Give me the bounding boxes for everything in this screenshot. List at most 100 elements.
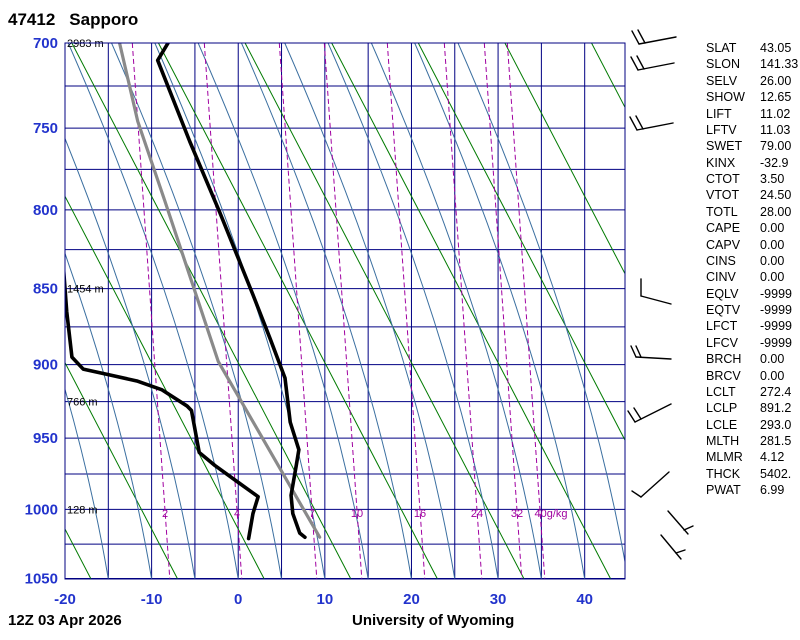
index-row: LFCV -9999 bbox=[706, 335, 798, 351]
wind-barbs bbox=[627, 29, 694, 560]
index-name: CAPV bbox=[706, 237, 741, 252]
dewpoint-trace bbox=[65, 264, 260, 541]
svg-text:7: 7 bbox=[309, 508, 315, 520]
index-value: 0.00 bbox=[760, 253, 785, 268]
index-value: -32.9 bbox=[760, 155, 789, 170]
index-name: KINX bbox=[706, 155, 736, 170]
index-name: LIFT bbox=[706, 106, 732, 121]
index-row: LFCT -9999 bbox=[706, 318, 798, 334]
index-value: 43.05 bbox=[760, 41, 792, 55]
station-id: 47412 bbox=[8, 10, 56, 29]
svg-text:900: 900 bbox=[33, 357, 58, 374]
index-row: LCLP 891.2 bbox=[706, 400, 798, 416]
svg-text:1454 m: 1454 m bbox=[67, 284, 104, 296]
page-title: 47412 Sapporo bbox=[8, 10, 138, 30]
svg-text:700: 700 bbox=[33, 35, 58, 52]
pressure-temperature-grid bbox=[64, 42, 625, 579]
index-name: LCLE bbox=[706, 417, 738, 432]
index-row: LCLT 272.4 bbox=[706, 384, 798, 400]
index-name: LFCT bbox=[706, 319, 738, 334]
index-row: LCLE 293.0 bbox=[706, 417, 798, 433]
svg-text:16: 16 bbox=[414, 508, 426, 520]
index-row: CINV 0.00 bbox=[706, 269, 798, 285]
index-row: CINS 0.00 bbox=[706, 253, 798, 269]
index-row: CAPE 0.00 bbox=[706, 220, 798, 236]
index-row: SHOW 12.65 bbox=[706, 89, 798, 105]
svg-text:-10: -10 bbox=[141, 591, 163, 608]
index-name: VTOT bbox=[706, 188, 740, 203]
index-row: SLAT 43.05 bbox=[706, 40, 798, 56]
svg-text:24: 24 bbox=[471, 508, 483, 520]
index-value: 141.33 bbox=[760, 57, 799, 72]
index-value: 24.50 bbox=[760, 188, 792, 203]
index-value: 281.5 bbox=[760, 434, 792, 448]
index-value: 0.00 bbox=[760, 270, 785, 285]
index-name: THCK bbox=[706, 466, 741, 481]
wind-barb-icon bbox=[630, 55, 675, 71]
index-name: MLTH bbox=[706, 434, 740, 448]
index-row: EQTV -9999 bbox=[706, 302, 798, 318]
height-labels: 2983 m 1454 m 766 m 128 m bbox=[67, 38, 104, 516]
wind-barb-icon bbox=[667, 510, 694, 535]
indices-panel: SLAT 43.05 SLON 141.33 SELV 26.00 SHOW 12.65 LIF… bbox=[706, 40, 798, 499]
index-value: 293.0 bbox=[760, 417, 792, 432]
parcel-trace bbox=[117, 43, 322, 539]
index-row: LIFT 11.02 bbox=[706, 106, 798, 122]
wind-barb-icon bbox=[630, 345, 672, 360]
index-name: CINV bbox=[706, 270, 736, 285]
index-row: LFTV 11.03 bbox=[706, 122, 798, 138]
svg-text:10: 10 bbox=[317, 591, 334, 608]
index-row: VTOT 24.50 bbox=[706, 187, 798, 203]
temperature-trace bbox=[155, 43, 307, 540]
mixing-ratio-labels: 2 4 7 10 16 24 32 40g/kg bbox=[162, 508, 568, 520]
index-value: 26.00 bbox=[760, 73, 792, 88]
svg-text:40: 40 bbox=[576, 591, 593, 608]
index-value: 5402. bbox=[760, 466, 792, 481]
moist-adiabats bbox=[65, 43, 625, 579]
mixing-ratio-lines bbox=[131, 43, 546, 579]
wind-barb-icon bbox=[629, 115, 674, 131]
index-value: -9999 bbox=[760, 335, 792, 350]
index-value: 11.03 bbox=[760, 122, 791, 137]
wind-barb-icon bbox=[627, 403, 672, 423]
wind-barb-icon bbox=[640, 278, 672, 305]
index-row: PWAT 6.99 bbox=[706, 482, 798, 498]
svg-text:32: 32 bbox=[511, 508, 523, 520]
index-name: LFCV bbox=[706, 335, 738, 350]
index-row: SELV 26.00 bbox=[706, 73, 798, 89]
wind-barb-icon bbox=[631, 471, 670, 498]
index-name: CINS bbox=[706, 253, 736, 268]
station-name: Sapporo bbox=[69, 10, 139, 29]
source: University of Wyoming bbox=[352, 612, 515, 629]
index-name: SWET bbox=[706, 139, 743, 154]
index-name: EQTV bbox=[706, 303, 741, 317]
index-row: MLMR 4.12 bbox=[706, 449, 798, 465]
index-value: -9999 bbox=[760, 286, 792, 301]
index-name: PWAT bbox=[706, 483, 741, 498]
index-value: -9999 bbox=[760, 319, 792, 334]
svg-text:30: 30 bbox=[490, 591, 507, 608]
svg-text:766 m: 766 m bbox=[67, 397, 98, 409]
dry-adiabats bbox=[65, 43, 625, 579]
temperature-axis-labels: -20 -10 0 10 20 30 40 bbox=[54, 591, 593, 608]
index-name: BRCH bbox=[706, 352, 742, 367]
index-row: CTOT 3.50 bbox=[706, 171, 798, 187]
index-value: 0.00 bbox=[760, 352, 785, 367]
index-value: 0.00 bbox=[760, 368, 785, 383]
svg-text:800: 800 bbox=[33, 202, 58, 219]
index-name: SLAT bbox=[706, 41, 737, 55]
index-row: CAPV 0.00 bbox=[706, 237, 798, 253]
index-row: EQLV -9999 bbox=[706, 286, 798, 302]
svg-text:2983 m: 2983 m bbox=[67, 38, 104, 50]
index-value: 4.12 bbox=[760, 450, 785, 465]
plot-border bbox=[64, 42, 626, 580]
index-row: THCK 5402. bbox=[706, 466, 798, 482]
timestamp: 12Z 03 Apr 2026 bbox=[8, 612, 122, 629]
index-row: KINX -32.9 bbox=[706, 155, 798, 171]
index-row: TOTL 28.00 bbox=[706, 204, 798, 220]
svg-text:850: 850 bbox=[33, 281, 58, 298]
index-name: SLON bbox=[706, 57, 741, 72]
index-value: 0.00 bbox=[760, 237, 785, 252]
index-value: 3.50 bbox=[760, 172, 785, 186]
wind-barb-icon bbox=[660, 534, 686, 560]
